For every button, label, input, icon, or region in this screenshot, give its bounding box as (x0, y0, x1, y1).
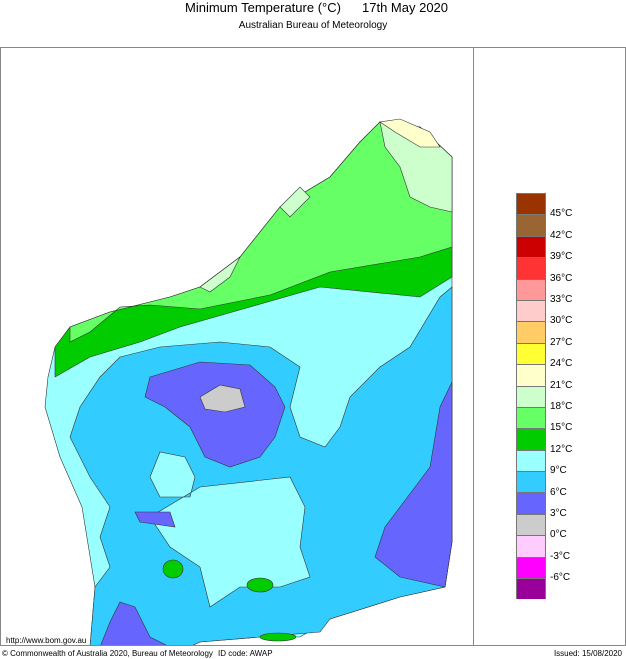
legend-swatch (516, 299, 546, 322)
legend-swatch (516, 364, 546, 386)
id-code: ID code: AWAP (218, 649, 273, 658)
region-3-6-small (134, 511, 176, 528)
region-12-15-small-3 (259, 632, 297, 642)
map-date: 17th May 2020 (362, 0, 449, 15)
legend-label: 21°C (550, 379, 573, 391)
legend-label: 12°C (550, 443, 573, 455)
legend-label: 9°C (550, 465, 567, 477)
legend-label: 6°C (550, 486, 567, 498)
copyright: © Commonwealth of Australia 2020, Bureau… (2, 649, 213, 658)
legend-label: -6°C (550, 572, 571, 584)
legend-swatch (516, 321, 546, 343)
legend-swatch (516, 471, 546, 493)
legend-swatch (516, 278, 546, 300)
region-0-3 (199, 384, 246, 413)
region-3-6-center (144, 361, 286, 468)
legend-swatch (516, 342, 546, 365)
issued-date: Issued: 15/08/2020 (553, 649, 622, 658)
map-subtitle: Australian Bureau of Meteorology (238, 20, 388, 31)
color-legend: 45°C 42°C 39°C 36°C 33°C 30°C 27°C 24°C 21°C 18°C… (516, 193, 572, 600)
legend-label: 0°C (550, 529, 567, 541)
legend-swatch (516, 257, 546, 279)
legend-swatch (516, 513, 546, 536)
region-12-15-small-2 (246, 577, 274, 593)
legend-swatch (516, 428, 546, 450)
region-3-6-south (100, 601, 167, 645)
legend-swatch (516, 406, 546, 429)
legend-swatch (516, 193, 546, 215)
website-url[interactable]: http://www.bom.gov.au (6, 636, 87, 645)
legend-swatch (516, 535, 546, 557)
region-12-15-small-1 (162, 559, 184, 579)
legend-label: 30°C (550, 315, 573, 327)
legend-label: 3°C (550, 508, 567, 519)
legend-swatch (516, 492, 546, 514)
legend-label: 36°C (550, 272, 573, 284)
legend-label: -3°C (550, 550, 571, 562)
western-australia-map (44, 118, 453, 645)
panel-divider (473, 47, 474, 645)
legend-label: 24°C (550, 358, 573, 370)
legend-swatch (516, 214, 546, 236)
legend-label: 39°C (550, 251, 573, 263)
region-21-24 (379, 118, 441, 148)
legend-label: 15°C (550, 422, 573, 434)
map-title: Minimum Temperature (°C) (185, 0, 341, 15)
legend-swatch (516, 556, 546, 579)
legend-swatch (516, 385, 546, 407)
legend-label: 33°C (550, 294, 573, 305)
legend-label: 45°C (550, 208, 573, 220)
region-3-6-east (374, 381, 453, 588)
legend-label: 18°C (550, 401, 573, 412)
legend-swatch (516, 235, 546, 258)
legend-label: 27°C (550, 336, 573, 348)
legend-swatch (516, 578, 546, 600)
legend-label: 42°C (550, 229, 573, 241)
legend-swatch (516, 449, 546, 472)
